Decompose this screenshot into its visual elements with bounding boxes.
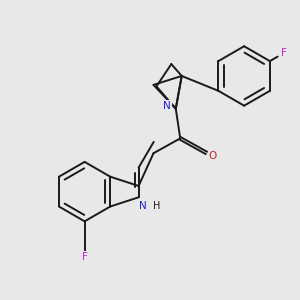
Text: O: O	[208, 152, 217, 161]
Text: N: N	[163, 101, 171, 111]
Text: N: N	[139, 201, 147, 211]
Text: F: F	[82, 252, 88, 262]
Text: F: F	[281, 48, 287, 58]
Text: H: H	[153, 201, 160, 211]
